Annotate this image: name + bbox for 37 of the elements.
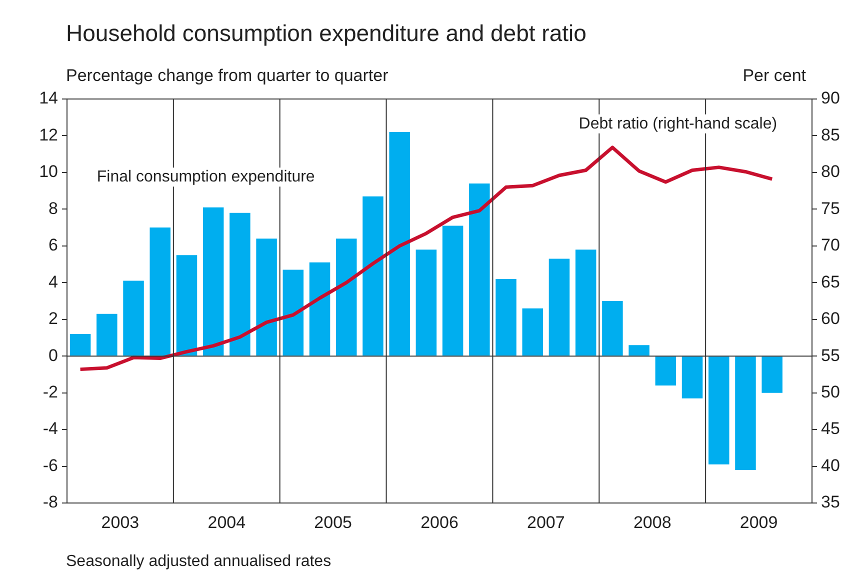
x-tick-label: 2003	[101, 512, 140, 532]
y2-tick-label: 50	[821, 382, 840, 402]
x-tick-label: 2009	[740, 512, 778, 532]
y2-axis-title: Per cent	[742, 66, 806, 86]
y2-tick-label: 80	[821, 162, 840, 182]
y-tick-label: 12	[39, 125, 58, 144]
y2-tick-label: 55	[821, 346, 840, 365]
y2-tick-label: 75	[821, 198, 840, 218]
series-label: Final consumption expenditure	[96, 168, 315, 186]
y2-tick-label: 35	[821, 492, 840, 512]
x-tick-label: 2006	[420, 512, 458, 532]
y2-tick-label: 70	[821, 236, 840, 255]
x-tick-label: 2005	[314, 512, 352, 532]
chart-title: Household consumption expenditure and debt ratio	[66, 20, 586, 47]
y2-tick-label: 85	[821, 125, 840, 144]
y2-tick-label: 65	[821, 272, 840, 292]
y-tick-label: 2	[48, 309, 58, 328]
y-axis-title: Percentage change from quarter to quarter	[66, 66, 388, 86]
x-tick-label: 2004	[208, 512, 246, 532]
x-tick-label: 2008	[633, 512, 672, 532]
y-tick-label: -4	[42, 419, 58, 438]
y-tick-label: 0	[48, 346, 58, 365]
x-tick-label: 2007	[527, 512, 565, 532]
y2-tick-label: 60	[821, 309, 840, 328]
y-tick-label: -2	[42, 382, 58, 402]
y-tick-label: 14	[39, 88, 58, 108]
y-tick-label: 4	[48, 272, 58, 292]
y2-tick-label: 45	[821, 419, 840, 438]
text: Debt ratio (right-hand scale)	[578, 115, 778, 132]
y-tick-label: -8	[42, 492, 58, 512]
y-tick-label: 6	[48, 236, 58, 255]
y-tick-label: 8	[48, 198, 58, 218]
y-tick-label: -6	[42, 456, 58, 475]
y-tick-label: 10	[39, 162, 58, 182]
y2-tick-label: 90	[821, 88, 840, 108]
text: Seasonally adjusted annualised rates	[66, 553, 332, 571]
y2-tick-label: 40	[821, 456, 840, 475]
